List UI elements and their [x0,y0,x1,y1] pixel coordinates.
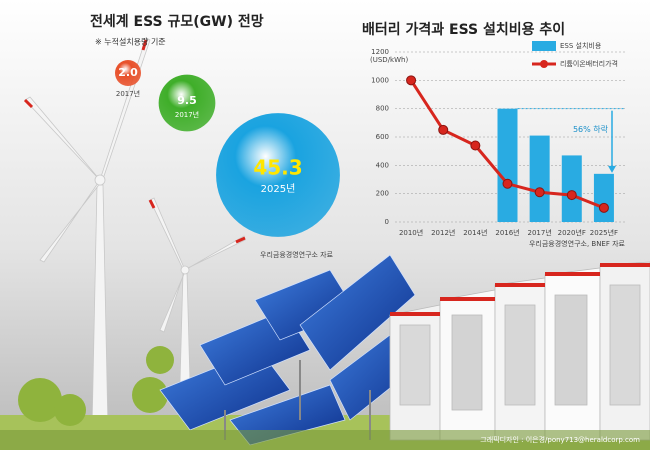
bar [593,173,614,222]
x-tick-label: 2020년F [558,228,586,237]
bubble [114,59,142,87]
line-marker [406,75,417,86]
bubble-year-label: 2017년 [116,89,140,98]
bubble-source: 우리금융경영연구소 자료 [260,250,334,259]
trees [18,346,174,426]
bubble-value-label: 2.0 [118,66,138,79]
line-marker [566,190,577,201]
bar [529,135,550,222]
legend-label: ESS 설치비용 [560,41,602,50]
combo-title: 배터리 가격과 ESS 설치비용 추이 [362,21,565,38]
annotation: 56% 하락 [573,124,609,134]
bubble [158,74,216,132]
y-tick-label: 200 [376,190,389,198]
bubble-subtitle: ※ 누적설치용량 기준 [95,37,166,47]
y-tick-label: 1200 [371,48,389,56]
x-tick-label: 2017년 [528,228,552,237]
ess-buildings [389,261,650,441]
bubble-year-label: 2025년 [261,183,296,195]
turbine-tips [23,39,246,244]
line-marker [438,124,449,135]
x-tick-label: 2016년 [495,228,519,237]
bubble-title: 전세계 ESS 규모(GW) 전망 [90,13,264,30]
combo-source: 우리금융경영연구소, BNEF 자료 [529,239,626,248]
line-marker [534,187,545,198]
line-marker [502,178,513,189]
credit: 그래픽디자인 : 이은경/pony713@heraldcorp.com [480,435,640,444]
x-tick-label: 2012년 [431,228,455,237]
bar [561,155,582,222]
y-tick-label: 1000 [371,76,389,84]
y-tick-label: 600 [376,133,389,141]
bubble-value-label: 9.5 [177,94,197,107]
bubble [216,113,340,237]
line-marker [470,140,481,151]
bubble-year-label: 2017년 [175,110,199,119]
building-roofs [390,263,650,316]
legend-swatch [540,60,548,68]
x-tick-label: 2025년F [590,228,618,237]
annotation-arrowhead [608,165,616,173]
y-tick-label: 400 [376,161,389,169]
y-tick-label: 800 [376,105,389,113]
footer-strip [0,430,650,450]
y-axis-label: (USD/kWh) [370,56,408,64]
x-tick-label: 2014년 [463,228,487,237]
x-tick-label: 2010년 [399,228,423,237]
legend-label: 리튬이온배터리가격 [560,59,618,68]
legend-swatch [532,41,556,51]
line-marker [598,202,609,213]
bar [497,108,518,222]
y-tick-label: 0 [385,218,389,226]
bubble-value-label: 45.3 [253,156,302,180]
